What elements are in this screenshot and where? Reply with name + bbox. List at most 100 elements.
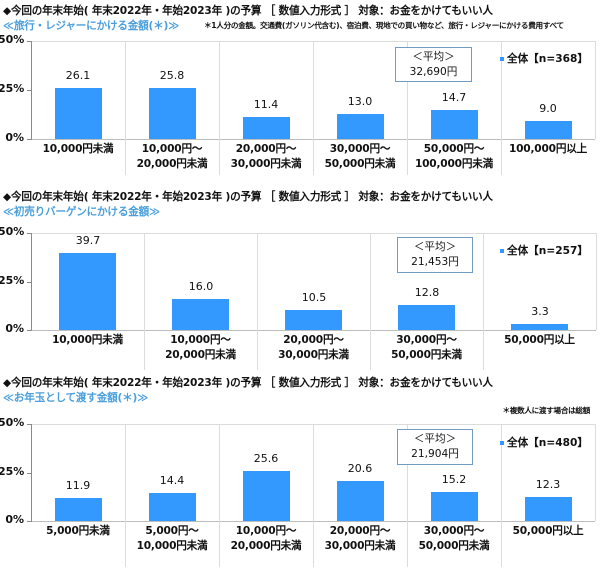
bar: [431, 110, 478, 139]
average-box: ＜平均＞ 32,690円: [395, 47, 472, 82]
column-divider: [125, 424, 126, 567]
bar-value-label: 25.6: [253, 452, 279, 465]
bar: [55, 498, 102, 521]
y-axis: [31, 41, 32, 140]
bar-value-label: 15.2: [441, 473, 467, 486]
legend-swatch-icon: [500, 56, 504, 61]
column-divider: [501, 424, 502, 567]
plot-right-border: [595, 41, 596, 139]
legend-label: 全体【n=480】: [507, 437, 588, 449]
category-label: 50,000円以上: [512, 525, 584, 537]
chart-title: ◆今回の年末年始( 年末2022年・年始2023年 )の予算 ［ 数値入力形式 …: [3, 5, 493, 17]
bar: [525, 497, 572, 521]
category-label: 30,000円～ 50,000円未満: [391, 334, 462, 361]
legend: 全体【n=480】: [500, 435, 588, 450]
column-divider: [219, 424, 220, 567]
bar-value-label: 20.6: [347, 462, 373, 475]
y-axis: [31, 233, 32, 331]
y-tick-label: 50%: [0, 33, 25, 46]
category-label: 30,000円～ 50,000円未満: [324, 143, 396, 170]
column-divider: [483, 233, 484, 370]
bar: [55, 88, 102, 139]
y-tick-mark: [27, 233, 31, 234]
bar-value-label: 14.7: [441, 91, 467, 104]
y-tick-mark: [27, 473, 31, 474]
bar-value-label: 12.8: [414, 286, 440, 299]
category-label: 10,000円～ 20,000円未満: [230, 525, 302, 552]
chart-title: ◆今回の年末年始( 年末2022年・年始2023年 )の予算 ［ 数値入力形式 …: [3, 377, 493, 389]
bar-value-label: 26.1: [65, 69, 91, 82]
bar-value-label: 14.4: [159, 474, 185, 487]
average-value: 32,690円: [409, 66, 458, 78]
average-label: ＜平均＞: [412, 51, 455, 63]
bar-value-label: 10.5: [301, 291, 327, 304]
bar: [337, 481, 384, 521]
average-label: ＜平均＞: [413, 433, 457, 445]
bar: [511, 324, 568, 330]
legend-label: 全体【n=257】: [507, 245, 588, 257]
bar-value-label: 16.0: [188, 280, 214, 293]
y-tick-label: 50%: [0, 225, 25, 238]
chart-footnote: ＊複数人に渡す場合は総額: [502, 406, 590, 415]
bar: [59, 253, 116, 330]
bar-value-label: 11.4: [253, 98, 279, 111]
bar: [525, 121, 572, 139]
y-tick-mark: [27, 90, 31, 91]
category-label: 10,000円～ 20,000円未満: [165, 334, 236, 361]
category-label: 20,000円～ 30,000円未満: [324, 525, 396, 552]
category-label: 10,000円未満: [52, 334, 123, 346]
chart-subtitle: ≪初売りバーゲンにかける金額≫: [3, 206, 160, 218]
column-divider: [407, 424, 408, 567]
bar-value-label: 9.0: [539, 102, 557, 115]
category-label: 50,000円～ 100,000円未満: [414, 143, 494, 170]
x-axis-baseline: [31, 330, 596, 331]
chart-footnote: ＊1人分の金額。交通費(ガソリン代含む)、宿泊費、現地での買い物など、旅行・レジ…: [204, 21, 564, 30]
bar: [285, 310, 342, 330]
column-divider: [144, 233, 145, 370]
column-divider: [370, 233, 371, 370]
bar: [172, 299, 229, 330]
y-tick-mark: [27, 521, 31, 522]
y-tick-label: 0%: [5, 322, 24, 335]
average-label: ＜平均＞: [413, 241, 457, 253]
average-box: ＜平均＞ 21,904円: [397, 429, 473, 465]
category-label: 20,000円～ 30,000円未満: [278, 334, 349, 361]
category-label: 5,000円未満: [46, 525, 110, 537]
average-box: ＜平均＞ 21,453円: [397, 237, 473, 273]
bar: [243, 117, 290, 139]
y-tick-mark: [27, 41, 31, 42]
plot-right-border: [596, 233, 597, 330]
bar-value-label: 25.8: [159, 69, 185, 82]
category-label: 10,000円未満: [42, 143, 114, 155]
y-tick-mark: [27, 330, 31, 331]
column-divider: [407, 41, 408, 175]
y-tick-mark: [27, 139, 31, 140]
y-axis: [31, 424, 32, 522]
chart-title: ◆今回の年末年始( 年末2022年・年始2023年 )の予算 ［ 数値入力形式 …: [3, 191, 493, 203]
y-tick-label: 0%: [5, 131, 24, 144]
bar: [337, 114, 384, 139]
column-divider: [219, 41, 220, 175]
bar-value-label: 11.9: [65, 479, 91, 492]
bar-value-label: 3.3: [531, 305, 549, 318]
y-tick-label: 25%: [0, 465, 25, 478]
legend-label: 全体【n=368】: [507, 53, 588, 65]
legend-swatch-icon: [500, 248, 504, 253]
bar: [398, 305, 455, 330]
category-label: 5,000円～ 10,000円未満: [136, 525, 208, 552]
y-tick-label: 50%: [0, 416, 25, 429]
bar: [243, 471, 290, 521]
column-divider: [125, 41, 126, 175]
average-value: 21,904円: [411, 448, 459, 460]
column-divider: [257, 233, 258, 370]
plot-right-border: [595, 424, 596, 521]
bar-value-label: 39.7: [75, 234, 101, 247]
legend: 全体【n=257】: [500, 243, 588, 258]
bar: [431, 492, 478, 521]
average-value: 21,453円: [411, 256, 459, 268]
column-divider: [313, 424, 314, 567]
y-tick-mark: [27, 424, 31, 425]
bar-value-label: 13.0: [347, 95, 373, 108]
bar: [149, 88, 196, 139]
